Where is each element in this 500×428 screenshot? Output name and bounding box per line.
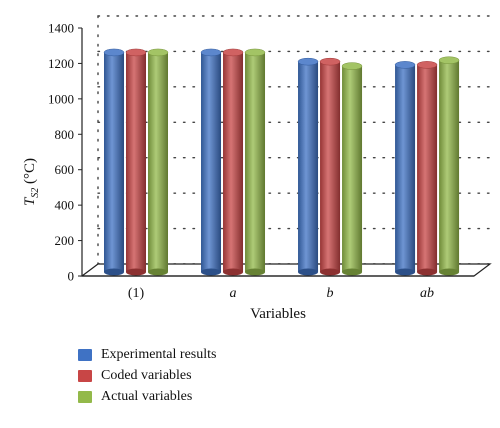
bar	[297, 57, 319, 276]
legend-swatch	[78, 348, 92, 361]
legend-item-actual: Actual variables	[78, 386, 216, 407]
bar	[200, 48, 222, 276]
legend-swatch	[78, 369, 92, 382]
bars: (1) a b ab	[103, 48, 460, 301]
y-axis-label: TS2 (°C)	[22, 158, 41, 206]
legend-item-coded: Coded variables	[78, 365, 216, 386]
y-tick-label: 800	[55, 127, 75, 142]
bar	[244, 48, 266, 276]
legend-label: Experimental results	[101, 346, 217, 362]
x-tick-label: b	[327, 286, 334, 301]
x-axis-label: Variables	[250, 306, 306, 322]
y-tick-label: 0	[68, 269, 75, 284]
bar	[319, 57, 341, 276]
bar	[438, 56, 460, 276]
y-tick-label: 1000	[48, 91, 74, 106]
x-tick-label: ab	[420, 286, 434, 301]
y-tick-label: 400	[55, 198, 75, 213]
bar	[222, 48, 244, 276]
bar	[147, 48, 169, 276]
bar	[125, 48, 147, 276]
y-tick-label: 1400	[48, 21, 74, 36]
bar	[341, 62, 363, 276]
bar	[103, 48, 125, 276]
bar	[416, 61, 438, 276]
legend: Experimental results Coded variables Act…	[78, 344, 216, 407]
x-tick-label: a	[230, 286, 237, 301]
y-tick-label: 200	[55, 233, 75, 248]
bar	[394, 61, 416, 276]
legend-swatch	[78, 390, 92, 403]
legend-label: Coded variables	[101, 367, 192, 383]
y-tick-label: 1200	[48, 56, 74, 71]
y-tick-label: 600	[55, 162, 75, 177]
axes: 0 200 400 600 800 1000 1200 1400	[48, 21, 474, 284]
legend-label: Actual variables	[101, 388, 193, 404]
x-tick-label: (1)	[128, 286, 145, 301]
legend-item-experimental: Experimental results	[78, 344, 216, 365]
grid	[97, 15, 491, 265]
